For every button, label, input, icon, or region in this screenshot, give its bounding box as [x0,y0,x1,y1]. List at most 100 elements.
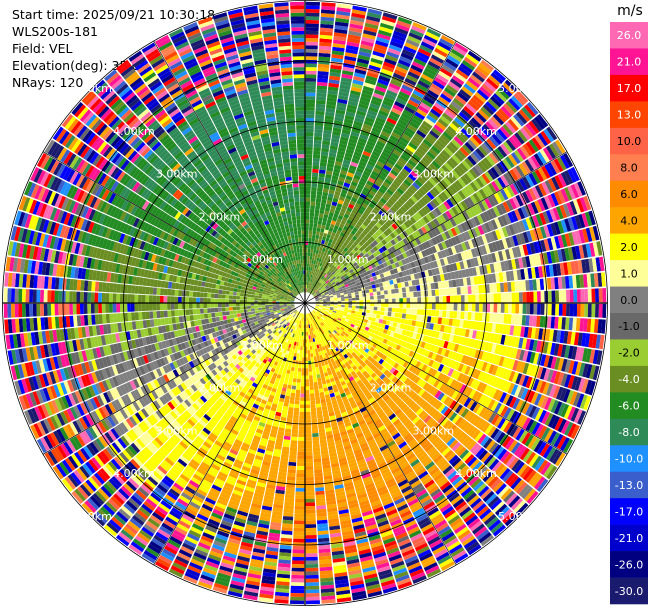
range-gate [350,90,361,96]
range-gate [296,480,305,485]
range-gate [325,111,335,117]
range-gate [305,502,316,507]
range-gate [305,553,318,558]
range-gate [402,303,407,309]
range-gate [337,146,346,153]
range-gate [348,30,362,37]
range-gate [290,440,298,445]
range-gate [317,261,321,266]
range-gate [300,393,305,398]
range-gate [307,349,311,354]
range-gate [309,382,314,387]
range-gate [294,506,305,510]
range-gate [547,303,552,316]
range-gate [305,524,317,529]
range-gate [309,226,313,231]
range-gate [305,121,314,126]
range-gate [332,43,346,49]
range-gate [515,292,520,303]
range-gate [334,190,341,196]
range-gate [305,176,312,180]
range-gate [317,67,329,72]
range-gate [305,422,312,427]
range-gate [306,277,308,282]
range-gate [299,411,305,416]
range-gate [314,209,320,214]
range-gate [404,42,418,51]
range-gate [284,498,295,503]
range-gate [360,157,369,164]
range-gate [293,371,298,376]
range-gate [364,167,373,174]
range-gate [352,177,360,184]
range-gate [347,37,361,44]
range-gate [327,90,338,95]
range-gate [305,34,319,39]
range-gate [341,189,348,195]
range-gate [346,145,356,151]
range-gate [361,89,373,96]
range-gate [416,309,421,315]
range-gate [320,259,325,264]
range-gate [340,169,348,176]
range-gate [286,417,293,423]
range-gate [351,12,366,19]
range-gate [478,284,483,294]
range-gate [456,287,461,295]
range-gate [374,144,384,151]
range-gate [602,288,607,303]
range-gate [371,150,381,158]
range-gate [340,296,345,300]
range-gate [305,578,319,583]
range-gate [301,379,305,383]
range-gate [388,82,401,91]
range-gate [313,216,319,221]
range-gate [322,247,326,253]
range-gate [348,307,352,311]
range-gate [305,448,313,452]
range-gate [350,16,365,23]
range-gate [370,303,374,307]
range-gate [301,375,305,380]
start-time-label: Start time: 2025/09/21 10:30:18 [12,7,216,22]
range-gate [357,164,366,171]
range-gate [321,199,327,204]
range-gate [317,224,322,229]
range-gate [341,298,345,301]
range-gate [409,286,414,292]
range-gate [291,567,305,572]
range-gate [326,163,335,168]
range-gate [555,303,560,316]
range-gate [445,288,450,296]
range-gate [446,295,451,303]
range-gate [385,120,396,129]
range-gate [302,328,304,332]
range-gate [313,378,318,383]
range-gate [357,54,371,61]
range-gate [346,206,353,213]
range-gate [399,55,413,64]
range-gate [305,491,315,496]
range-gate [322,255,326,260]
range-gate [295,491,305,496]
range-gate [312,165,320,170]
range-gate [331,201,338,207]
range-gate [321,2,336,7]
range-gate [314,264,318,269]
range-gate [321,263,325,268]
range-gate [398,308,403,313]
range-gate [376,314,381,319]
range-gate [369,310,374,314]
range-gate [333,225,339,230]
range-gate [386,89,398,98]
range-gate [391,293,396,299]
range-gate [312,275,316,280]
range-gate [310,278,313,283]
range-gate [341,166,349,172]
range-gate [305,495,315,499]
range-gate [295,393,300,398]
range-gate [311,187,317,192]
range-gate [319,31,333,36]
range-gate [337,226,343,232]
range-gate [346,45,359,51]
